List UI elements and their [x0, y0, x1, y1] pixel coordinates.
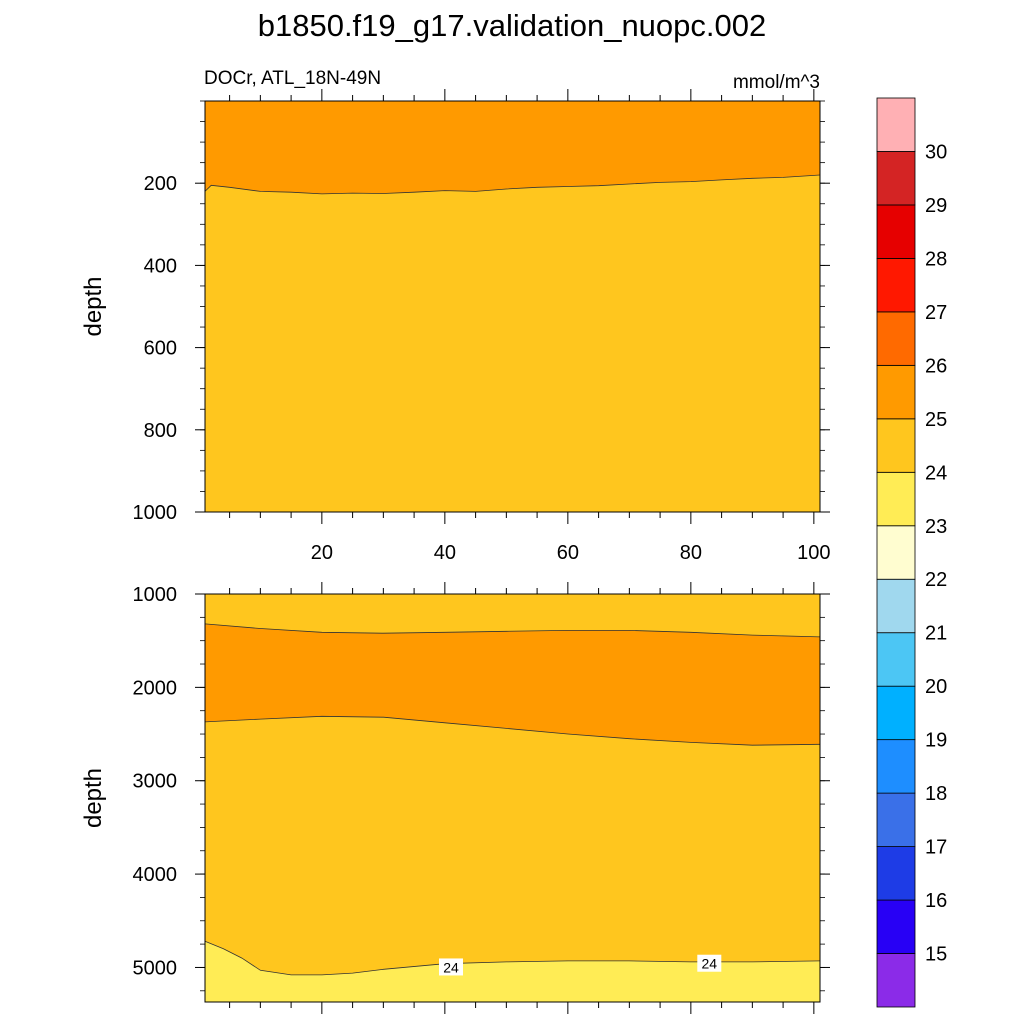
y-tick-label: 400 [144, 255, 177, 277]
region-24-25 [205, 716, 820, 975]
contour-line [204, 174, 821, 195]
y-tick-label: 5000 [133, 957, 178, 979]
colorbar-label: 23 [925, 516, 947, 538]
x-tick-label: 60 [557, 542, 579, 564]
region-24-25-top [205, 594, 820, 637]
colorbar: 15 16 17 18 19 20 21 22 23 24 25 26 27 28 29 30 [876, 97, 947, 1008]
colorbar-label: 24 [925, 462, 947, 484]
colorbar-label: 27 [925, 302, 947, 324]
y-tick-label: 800 [144, 420, 177, 442]
colorbar-swatch [876, 151, 916, 206]
colorbar-swatch [876, 953, 916, 1008]
colorbar-swatch [876, 418, 916, 473]
y-tick-label: 600 [144, 338, 177, 360]
colorbar-swatch [876, 685, 916, 741]
colorbar-label: 15 [925, 944, 947, 966]
y-tick-label: 4000 [133, 864, 178, 886]
colorbar-label: 30 [925, 141, 947, 163]
plot-frame [204, 593, 821, 1003]
colorbar-swatch [876, 792, 916, 847]
colorbar-swatch [876, 364, 916, 420]
y-tick-label: 1000 [133, 584, 178, 606]
contour-line [204, 715, 821, 746]
colorbar-swatch [876, 525, 916, 580]
region-23-24 [205, 941, 820, 1002]
colorbar-label: 26 [925, 355, 947, 377]
contour-label-bg [697, 954, 722, 972]
x-tick-label: 80 [680, 542, 702, 564]
y-axis-label: depth [80, 276, 107, 336]
contour-line [204, 623, 821, 638]
figure-title: b1850.f19_g17.validation_nuopc.002 [258, 8, 767, 43]
region-25-26 [205, 623, 820, 746]
y-axis-label: depth [80, 768, 107, 828]
upper-left-label: DOCr, ATL_18N-49N [204, 68, 381, 89]
y-tick-label: 200 [144, 173, 177, 195]
colorbar-swatch [876, 204, 916, 259]
colorbar-label: 21 [925, 623, 947, 645]
y-tick-label: 3000 [133, 771, 178, 793]
colorbar-label: 29 [925, 195, 947, 217]
colorbar-label: 19 [925, 730, 947, 752]
x-tick-label: 40 [434, 542, 456, 564]
colorbar-swatch [876, 97, 916, 152]
colorbar-label: 25 [925, 409, 947, 431]
colorbar-swatch [876, 899, 916, 954]
upper-units-label: mmol/m^3 [733, 72, 820, 93]
colorbar-label: 16 [925, 890, 947, 912]
colorbar-label: 28 [925, 248, 947, 270]
region-25-26 [205, 101, 820, 194]
colorbar-swatch [876, 578, 916, 634]
colorbar-swatch [876, 471, 916, 527]
colorbar-label: 17 [925, 837, 947, 859]
y-tick-label: 1000 [133, 502, 178, 524]
region-24-25 [205, 175, 820, 512]
y-tick-label: 2000 [133, 677, 178, 699]
contour-label: 24 [702, 956, 718, 972]
colorbar-swatch [876, 632, 916, 687]
x-tick-label: 100 [797, 542, 830, 564]
colorbar-swatch [876, 846, 916, 901]
upper-contour-panel: 200 400 600 800 1000 20 40 60 80 100 depth [80, 89, 831, 564]
lower-contour-panel: 1000 2000 3000 4000 5000 depth 24 24 [80, 582, 830, 1014]
colorbar-swatch [876, 258, 916, 313]
contour-line [204, 940, 821, 976]
colorbar-label: 20 [925, 676, 947, 698]
x-tick-label: 20 [311, 542, 333, 564]
colorbar-swatch [876, 739, 916, 794]
contour-label: 24 [443, 959, 459, 975]
colorbar-label: 22 [925, 569, 947, 591]
contour-label-bg [439, 958, 463, 976]
colorbar-swatch [876, 311, 916, 366]
colorbar-label: 18 [925, 783, 947, 805]
